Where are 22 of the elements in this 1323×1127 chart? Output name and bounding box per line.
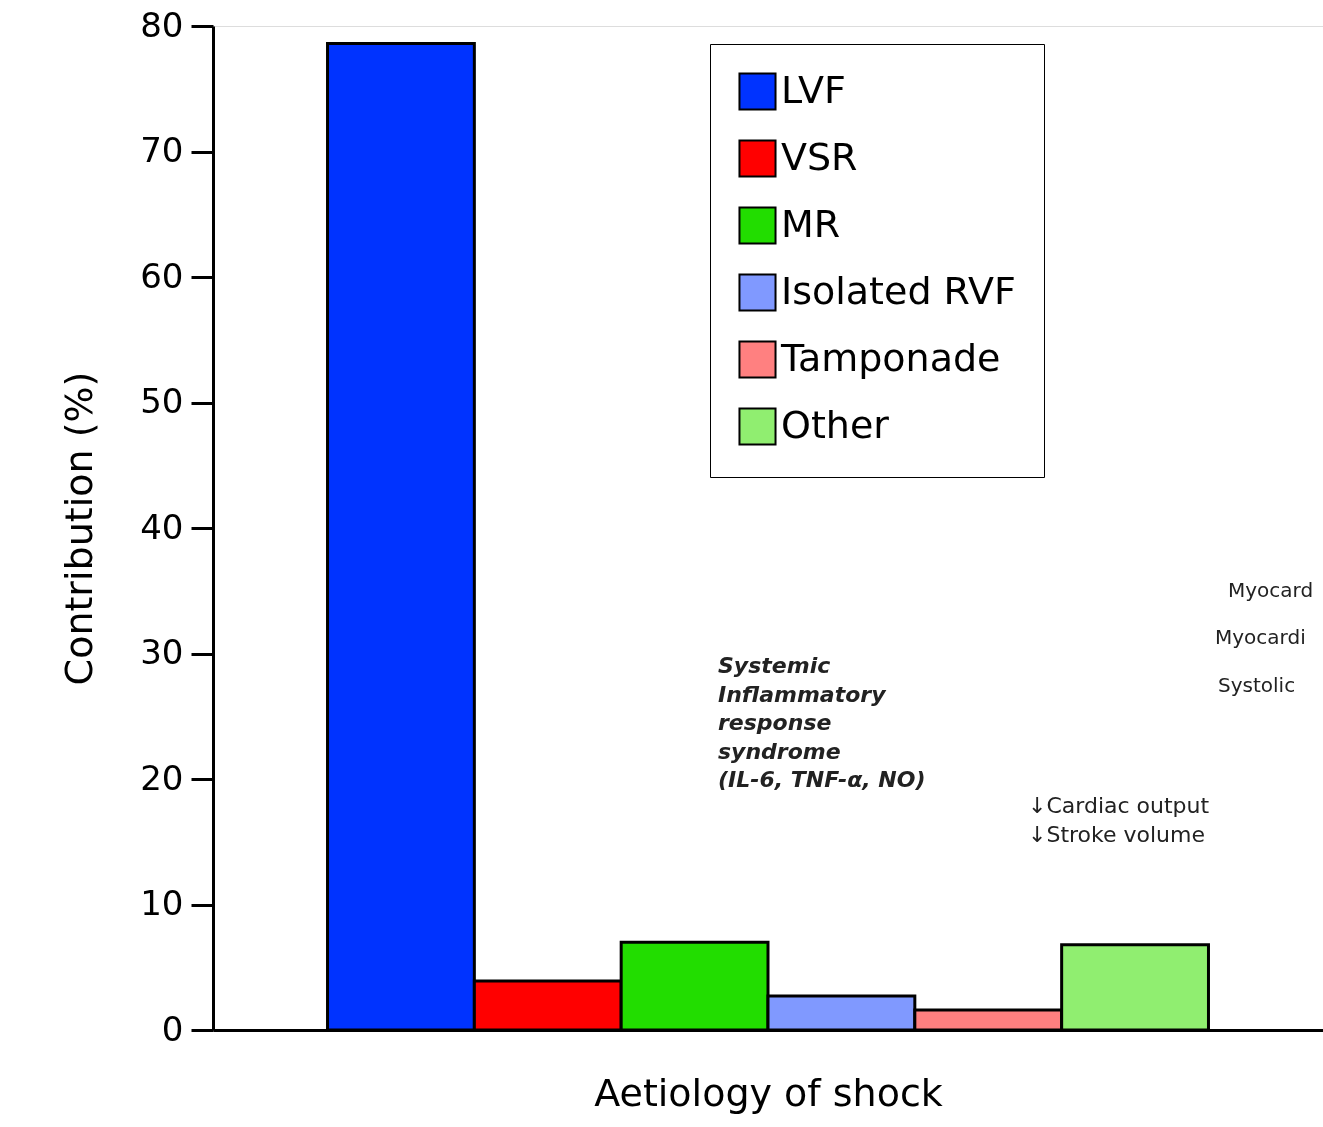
y-tick-label: 60 bbox=[140, 255, 184, 296]
y-tick-label: 40 bbox=[140, 506, 184, 547]
annotation: Myocard bbox=[1228, 578, 1314, 602]
legend-label: LVF bbox=[781, 67, 846, 112]
y-tick-label: 0 bbox=[161, 1008, 184, 1049]
y-tick-label: 20 bbox=[140, 757, 184, 798]
y-tick-label: 30 bbox=[140, 632, 184, 672]
y-tick-label: 80 bbox=[140, 4, 184, 45]
y-axis-title: Contribution (%) bbox=[57, 371, 102, 686]
y-tick-label: 10 bbox=[140, 883, 184, 923]
y-tick-label: 50 bbox=[140, 381, 184, 421]
legend-label: Isolated RVF bbox=[781, 268, 1016, 313]
legend-label: VSR bbox=[781, 134, 858, 179]
legend-label: Other bbox=[781, 402, 890, 447]
legend-label: MR bbox=[781, 201, 841, 246]
annotation: Systemic Inflammatory response syndrome (IL-6, TNF-α, NO) bbox=[718, 653, 926, 793]
x-axis-title: Aetiology of shock bbox=[594, 1070, 943, 1115]
annotation: Myocardi bbox=[1215, 625, 1306, 649]
y-tick-label: 70 bbox=[140, 130, 184, 170]
annotation: Systolic bbox=[1218, 673, 1296, 697]
annotation: ↓Cardiac output ↓Stroke volume bbox=[1028, 793, 1210, 847]
legend-label: Tamponade bbox=[780, 335, 1001, 380]
